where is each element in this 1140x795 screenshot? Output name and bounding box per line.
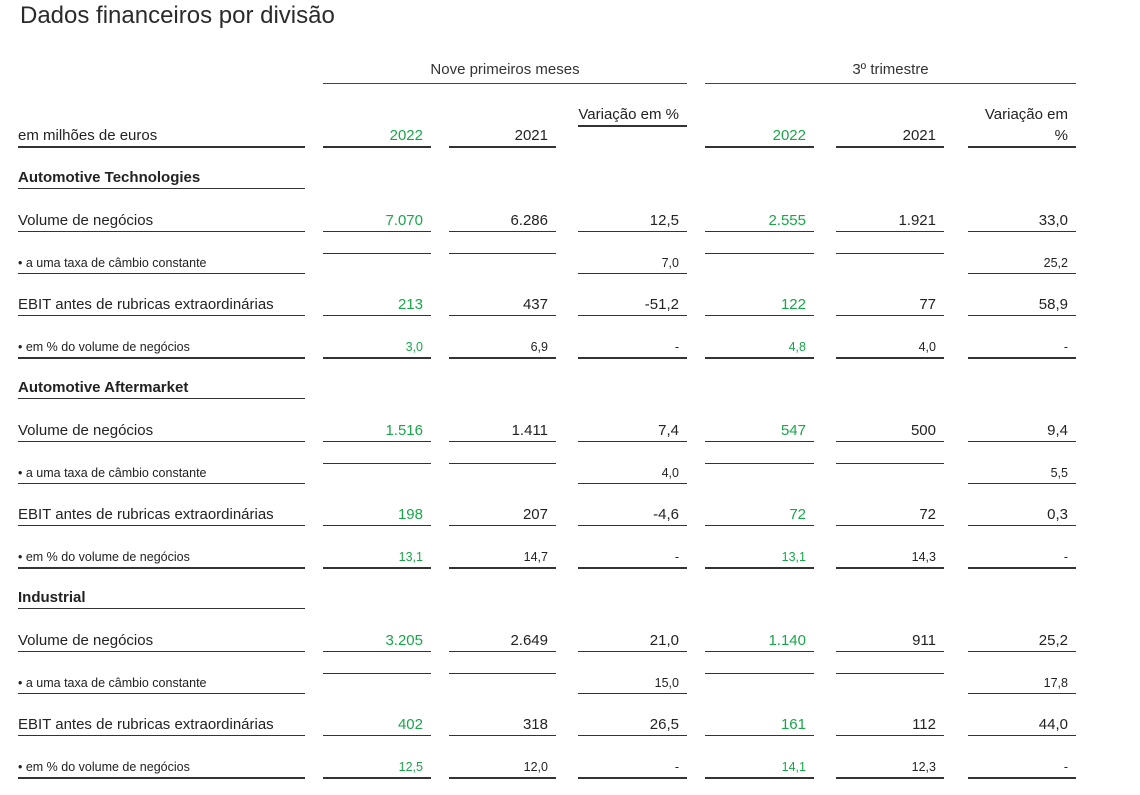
value-9m-change: - <box>578 337 687 359</box>
value-q3-change: 17,8 <box>968 673 1076 694</box>
value-q3-2021: 911 <box>836 631 944 652</box>
value-9m-2021: 437 <box>449 295 556 316</box>
value-q3-change: 9,4 <box>968 421 1076 442</box>
value-9m-change: - <box>578 547 687 569</box>
section-title: Automotive Technologies <box>18 168 305 189</box>
row-label: • em % do volume de negócios <box>18 757 305 779</box>
value-9m-2021: 207 <box>449 505 556 526</box>
value-q3-2021: 14,3 <box>836 547 944 569</box>
value-q3-2021: 12,3 <box>836 757 944 779</box>
value-q3-2022: 1.140 <box>705 631 814 652</box>
value-q3-2021: 1.921 <box>836 211 944 232</box>
period-header-nine-months: Nove primeiros meses <box>323 60 687 84</box>
section-title: Industrial <box>18 588 305 609</box>
page-title: Dados financeiros por divisão <box>20 2 335 29</box>
value-q3-change: 44,0 <box>968 715 1076 736</box>
value-q3-2021: 77 <box>836 295 944 316</box>
value-q3-2021 <box>836 463 944 464</box>
value-9m-2022: 3.205 <box>323 631 431 652</box>
row-label: Volume de negócios <box>18 631 305 652</box>
value-q3-2021: 4,0 <box>836 337 944 359</box>
value-q3-2021: 112 <box>836 715 944 736</box>
value-9m-2022: 13,1 <box>323 547 431 569</box>
value-q3-2022: 547 <box>705 421 814 442</box>
value-9m-change: - <box>578 757 687 779</box>
value-q3-change: 5,5 <box>968 463 1076 484</box>
value-q3-2022 <box>705 673 814 674</box>
value-q3-2022: 13,1 <box>705 547 814 569</box>
value-q3-2022: 4,8 <box>705 337 814 359</box>
value-9m-change: 7,0 <box>578 253 687 274</box>
col-header-9m-2021: 2021 <box>449 126 556 148</box>
value-9m-2021: 318 <box>449 715 556 736</box>
value-q3-change: 58,9 <box>968 295 1076 316</box>
value-q3-change: 0,3 <box>968 505 1076 526</box>
value-9m-2021: 6,9 <box>449 337 556 359</box>
row-label: • em % do volume de negócios <box>18 337 305 359</box>
value-9m-2021: 12,0 <box>449 757 556 779</box>
value-9m-2021 <box>449 253 556 254</box>
period-header-q3: 3º trimestre <box>705 60 1076 84</box>
unit-label: em milhões de euros <box>18 126 305 148</box>
value-9m-change: 7,4 <box>578 421 687 442</box>
value-q3-change: 33,0 <box>968 211 1076 232</box>
value-9m-2021: 14,7 <box>449 547 556 569</box>
col-header-q3-2021: 2021 <box>836 126 944 148</box>
value-9m-2022 <box>323 253 431 254</box>
value-q3-2022 <box>705 463 814 464</box>
row-label: • a uma taxa de câmbio constante <box>18 253 305 274</box>
value-9m-2022: 3,0 <box>323 337 431 359</box>
row-label: Volume de negócios <box>18 421 305 442</box>
value-q3-change: - <box>968 547 1076 569</box>
col-header-q3-2022: 2022 <box>705 126 814 148</box>
row-label: • a uma taxa de câmbio constante <box>18 463 305 484</box>
row-label: EBIT antes de rubricas extraordinárias <box>18 295 305 316</box>
value-9m-2022 <box>323 673 431 674</box>
value-q3-2022: 2.555 <box>705 211 814 232</box>
value-9m-change: 26,5 <box>578 715 687 736</box>
col-header-q3-change: Variação em % <box>968 104 1076 148</box>
value-9m-2022: 12,5 <box>323 757 431 779</box>
value-9m-2022: 198 <box>323 505 431 526</box>
section-title: Automotive Aftermarket <box>18 378 305 399</box>
value-q3-change: 25,2 <box>968 631 1076 652</box>
row-label: • a uma taxa de câmbio constante <box>18 673 305 694</box>
col-header-9m-2022: 2022 <box>323 126 431 148</box>
value-q3-2021: 500 <box>836 421 944 442</box>
value-9m-change: -4,6 <box>578 505 687 526</box>
row-label: EBIT antes de rubricas extraordinárias <box>18 505 305 526</box>
value-q3-2022 <box>705 253 814 254</box>
value-9m-change: 15,0 <box>578 673 687 694</box>
row-label: EBIT antes de rubricas extraordinárias <box>18 715 305 736</box>
row-label: • em % do volume de negócios <box>18 547 305 569</box>
value-9m-2022: 7.070 <box>323 211 431 232</box>
value-q3-2022: 72 <box>705 505 814 526</box>
value-q3-change: - <box>968 757 1076 779</box>
value-q3-2021 <box>836 673 944 674</box>
value-q3-2021: 72 <box>836 505 944 526</box>
value-q3-change: - <box>968 337 1076 359</box>
row-label: Volume de negócios <box>18 211 305 232</box>
value-9m-2021: 6.286 <box>449 211 556 232</box>
value-9m-2022: 1.516 <box>323 421 431 442</box>
value-9m-2021: 2.649 <box>449 631 556 652</box>
value-q3-2022: 14,1 <box>705 757 814 779</box>
value-9m-2021: 1.411 <box>449 421 556 442</box>
col-header-9m-change: Variação em % <box>578 104 687 127</box>
value-9m-2022: 213 <box>323 295 431 316</box>
value-q3-change: 25,2 <box>968 253 1076 274</box>
value-9m-2022 <box>323 463 431 464</box>
value-q3-2022: 161 <box>705 715 814 736</box>
value-9m-2021 <box>449 673 556 674</box>
value-9m-2022: 402 <box>323 715 431 736</box>
value-9m-change: 4,0 <box>578 463 687 484</box>
value-q3-2021 <box>836 253 944 254</box>
value-9m-change: -51,2 <box>578 295 687 316</box>
value-9m-change: 12,5 <box>578 211 687 232</box>
value-9m-2021 <box>449 463 556 464</box>
value-9m-change: 21,0 <box>578 631 687 652</box>
value-q3-2022: 122 <box>705 295 814 316</box>
